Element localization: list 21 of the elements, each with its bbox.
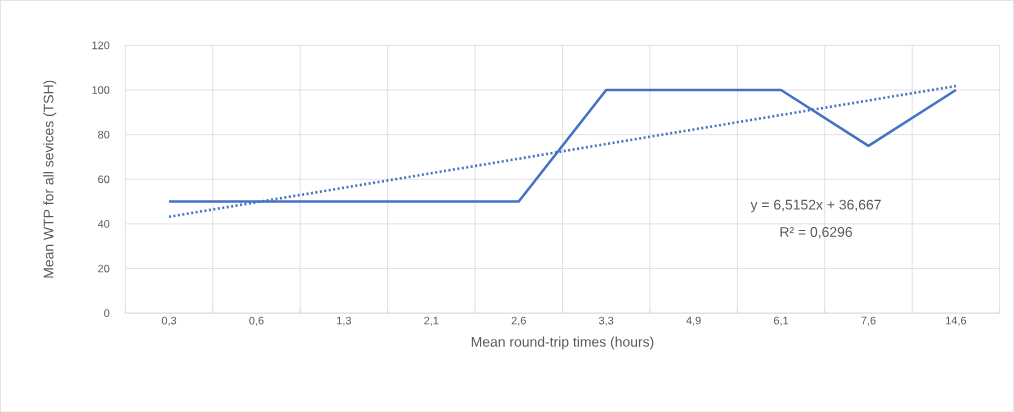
x-tick-label: 14,6 — [946, 316, 967, 326]
annotation: y = 6,5152x + 36,667 — [750, 199, 881, 213]
x-tick-label: 0,6 — [249, 316, 264, 326]
x-tick-label: 2,1 — [424, 316, 439, 326]
x-tick-label: 2,6 — [511, 316, 526, 326]
x-tick-label: 1,3 — [337, 316, 352, 326]
x-tick-label: 3,3 — [598, 316, 614, 326]
y-tick-label: 0 — [104, 309, 110, 317]
y-tick-label: 40 — [97, 219, 110, 228]
y-tick-label: 80 — [98, 130, 110, 139]
annotation: R² = 0,6296 — [780, 226, 852, 239]
y-tick-label: 20 — [98, 264, 110, 273]
x-tick-label: 4,9 — [686, 316, 701, 326]
y-tick-label: 120 — [92, 41, 110, 50]
x-tick-label: 7,6 — [861, 316, 876, 326]
y-axis-title: Mean WTP for all sevices (TSH) — [43, 80, 57, 278]
x-axis-title: Mean round-trip times (hours) — [471, 336, 654, 350]
x-tick-label: 0,3 — [161, 316, 177, 326]
y-tick-label: 60 — [98, 175, 110, 183]
x-tick-label: 6,1 — [774, 316, 789, 326]
y-tick-label: 100 — [92, 85, 110, 94]
